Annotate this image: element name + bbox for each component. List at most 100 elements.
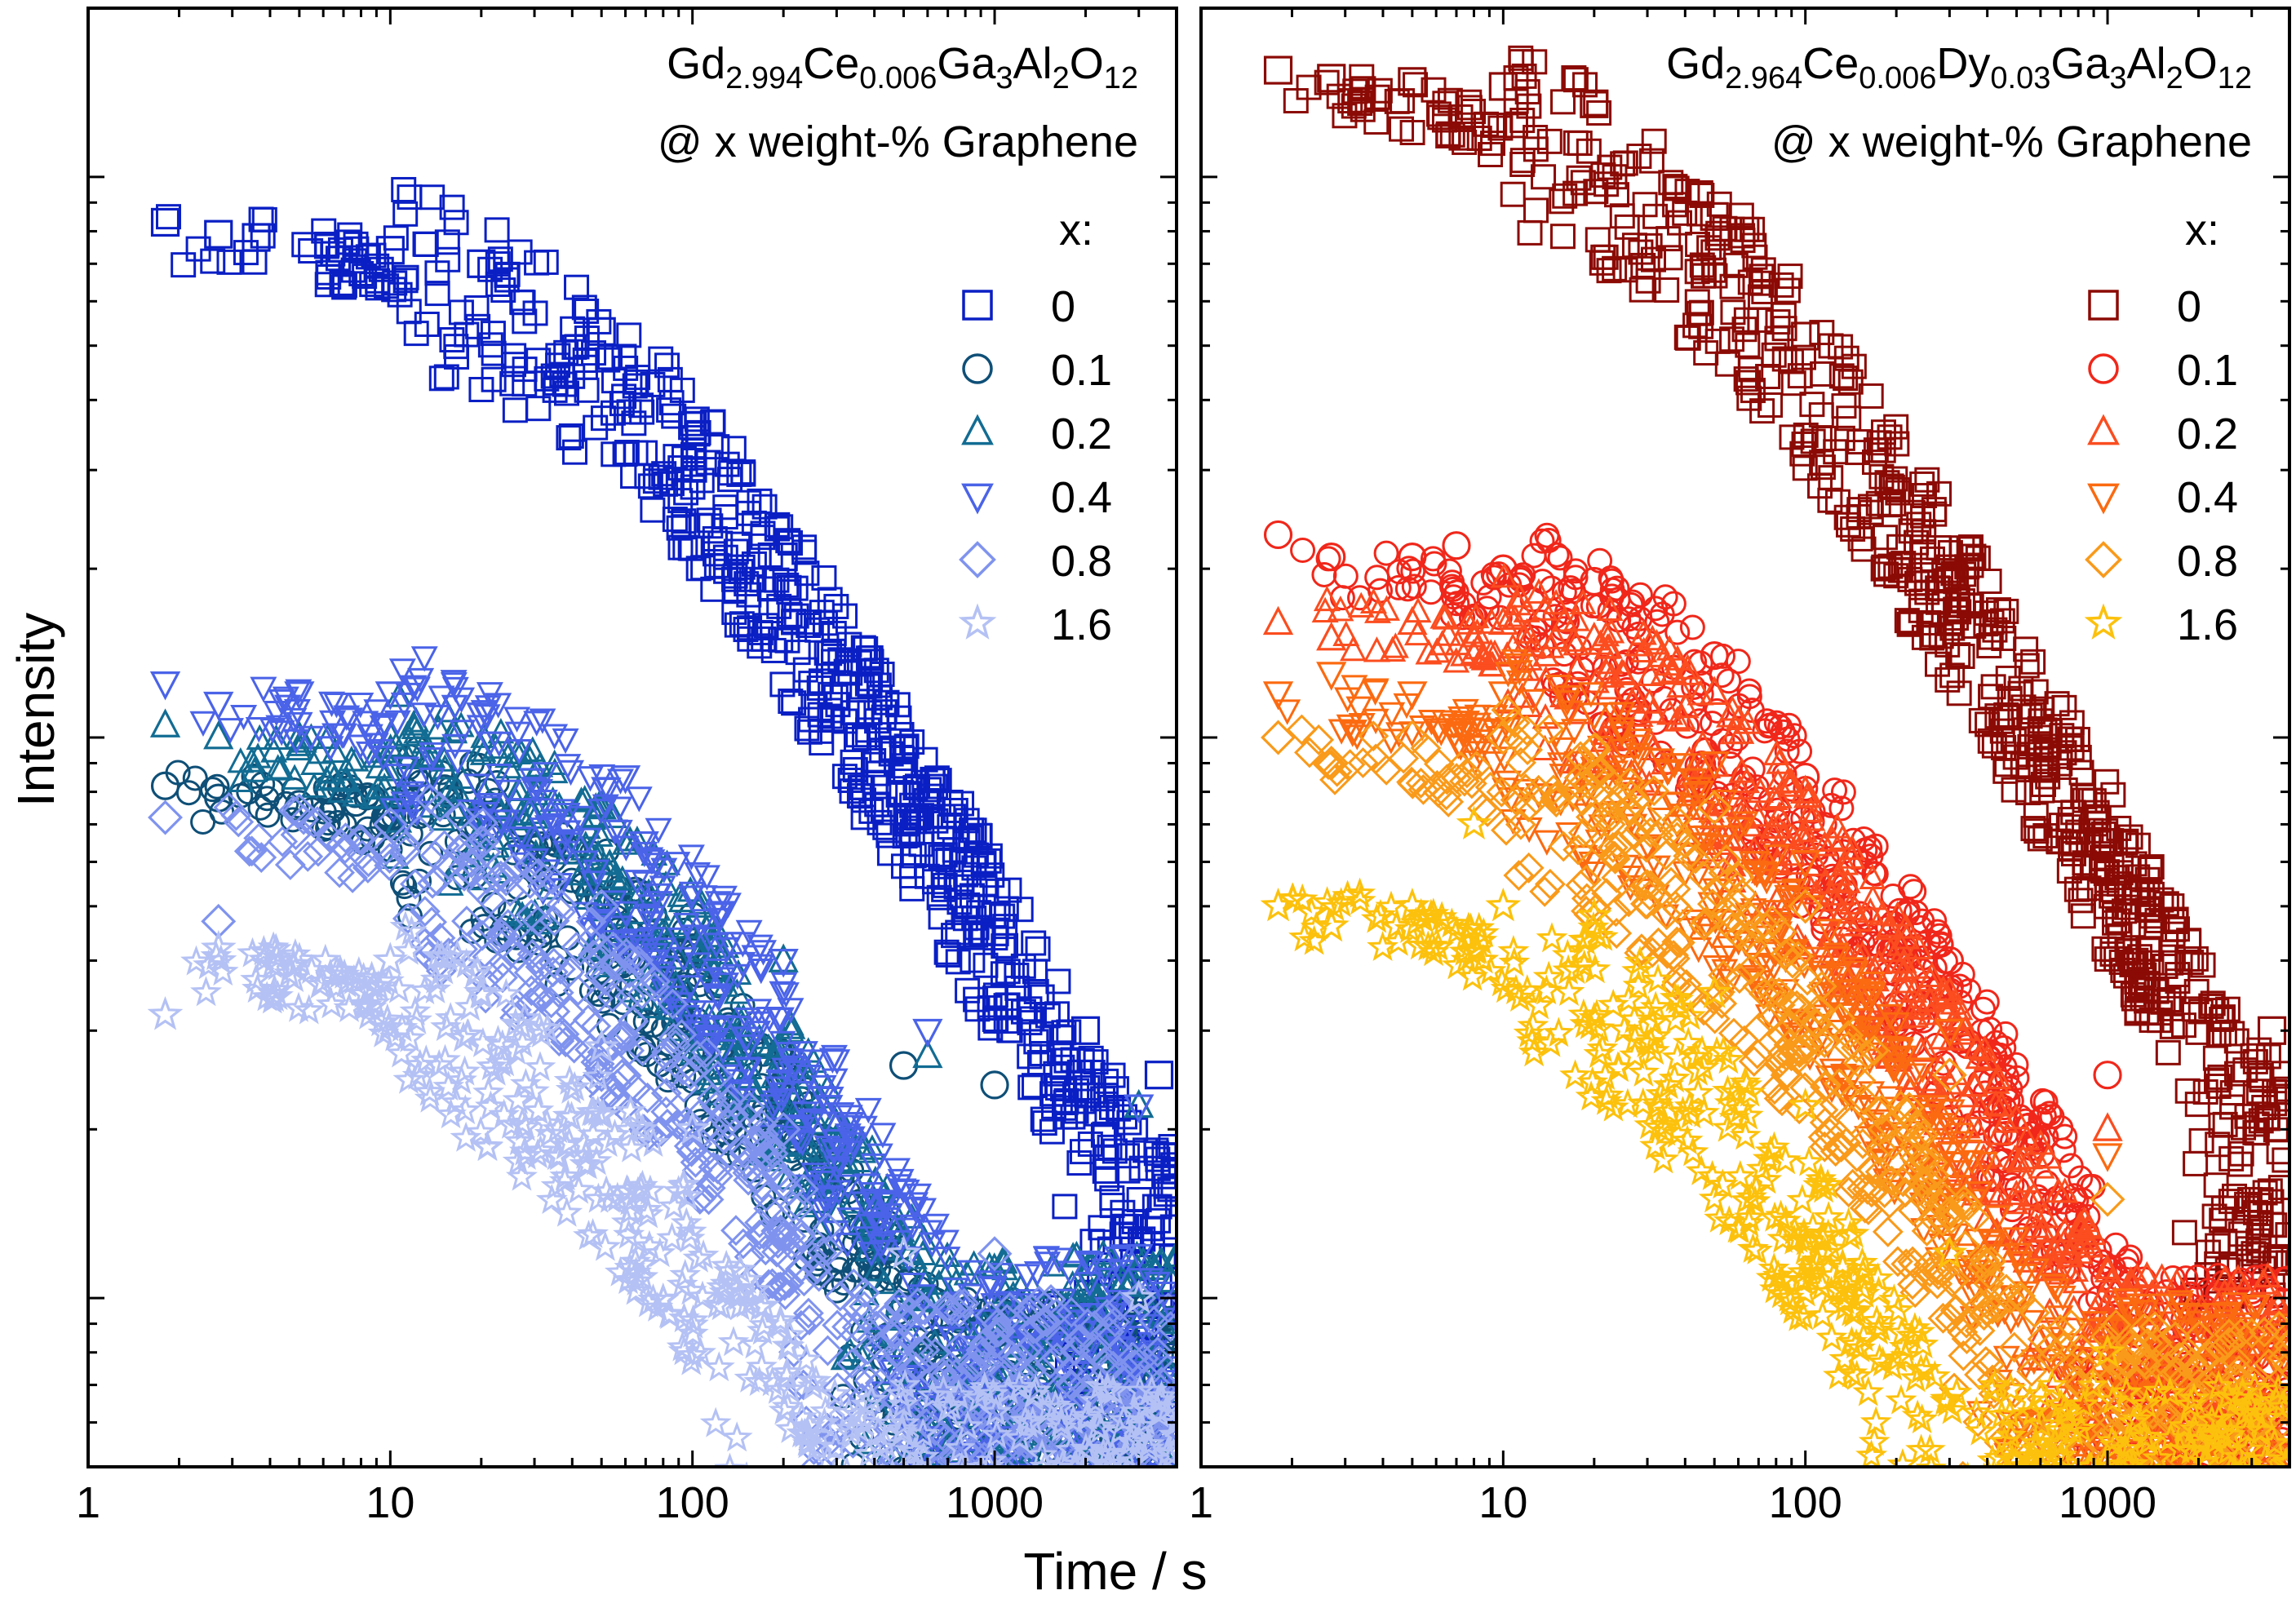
data-point [691, 1036, 722, 1068]
data-point [1976, 568, 2002, 594]
data-point [412, 231, 438, 257]
data-point [440, 672, 468, 698]
data-point [866, 1537, 891, 1561]
data-point [1482, 113, 1508, 139]
data-point [803, 1552, 828, 1575]
data-point [614, 440, 640, 466]
data-point [392, 201, 419, 227]
data-point [1092, 1374, 1124, 1405]
data-point [615, 1132, 648, 1163]
data-point [1961, 613, 1987, 639]
data-point [957, 1351, 988, 1383]
data-point [1058, 1490, 1081, 1513]
data-point [850, 1578, 875, 1599]
data-point [866, 1143, 893, 1169]
data-point [494, 779, 522, 805]
data-point [816, 1569, 841, 1592]
data-point [1263, 55, 1293, 85]
data-point [419, 184, 445, 210]
data-point [772, 982, 800, 1008]
data-point [835, 1114, 862, 1141]
data-point [1585, 227, 1611, 253]
data-point [749, 1140, 780, 1172]
data-point [1730, 228, 1756, 254]
data-point [926, 1357, 958, 1389]
data-point [1700, 202, 1729, 231]
data-point [594, 777, 622, 804]
data-point [889, 1051, 919, 1080]
data-point [564, 274, 590, 300]
data-point [620, 1073, 652, 1105]
data-point [915, 1465, 919, 1467]
data-point [502, 941, 534, 972]
data-point [730, 1526, 756, 1550]
data-point [818, 1048, 846, 1074]
data-point [760, 1215, 792, 1247]
data-point [1672, 200, 1698, 226]
data-point [595, 347, 621, 373]
data-point [961, 1531, 989, 1559]
data-point [587, 799, 615, 825]
data-point [951, 1410, 984, 1441]
data-point [767, 1162, 799, 1194]
data-point [581, 340, 607, 366]
data-point [390, 835, 422, 867]
data-point [1503, 113, 1529, 139]
data-point [1125, 1482, 1148, 1504]
data-point [1159, 1488, 1182, 1511]
data-point [390, 692, 418, 719]
data-point [1921, 501, 1948, 527]
data-point [1151, 1468, 1174, 1490]
data-point [1733, 366, 1759, 392]
data-point [756, 1268, 788, 1300]
data-point [2015, 780, 2041, 806]
data-point [2055, 814, 2081, 840]
data-point [338, 963, 370, 994]
data-point [616, 399, 642, 425]
data-point [838, 1490, 866, 1517]
data-point [1046, 1487, 1069, 1509]
data-point [444, 343, 470, 370]
data-point [439, 194, 465, 220]
data-point [441, 733, 469, 760]
data-point [853, 1173, 881, 1199]
data-point [758, 598, 784, 624]
data-point [1092, 1158, 1118, 1185]
data-point [456, 800, 484, 826]
data-point [754, 1493, 779, 1517]
data-point [818, 1185, 845, 1211]
data-point [1139, 1491, 1162, 1513]
data-point [1576, 138, 1602, 164]
data-point [760, 1236, 792, 1268]
data-point [724, 612, 750, 638]
data-point [326, 828, 357, 860]
data-point [980, 1277, 1008, 1303]
data-point [811, 1198, 839, 1225]
data-point [813, 1478, 839, 1502]
data-point [1136, 1374, 1168, 1405]
data-point [2029, 696, 2055, 722]
data-point [911, 1266, 939, 1293]
legend-marker [961, 483, 994, 515]
data-point [1045, 1411, 1078, 1442]
data-point [1154, 1423, 1177, 1455]
legend-marker [959, 541, 996, 578]
data-point [1829, 425, 1855, 451]
data-point [1879, 474, 1905, 500]
data-point [552, 1099, 584, 1130]
data-point [855, 1383, 888, 1414]
data-point [295, 954, 328, 985]
data-point [246, 842, 277, 873]
data-point [2227, 1151, 2254, 1177]
data-point [698, 1151, 729, 1183]
data-point [150, 207, 180, 237]
data-point [282, 991, 315, 1022]
data-point [236, 835, 268, 867]
data-point [977, 1533, 1000, 1556]
data-point [1980, 674, 2006, 700]
data-point [528, 831, 554, 857]
data-point [190, 808, 216, 835]
data-point [534, 815, 561, 841]
data-point [609, 765, 641, 795]
data-point [522, 857, 554, 889]
